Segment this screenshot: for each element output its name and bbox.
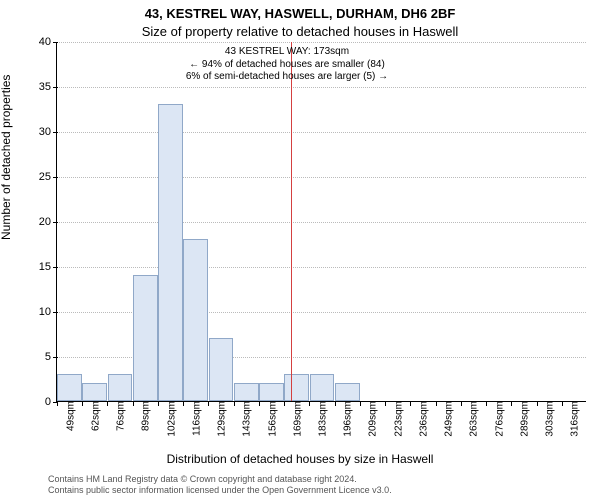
x-tick: 223sqm bbox=[391, 401, 404, 437]
y-tick: 15 bbox=[39, 261, 57, 273]
x-tick: 209sqm bbox=[366, 401, 379, 437]
property-size-chart: 43, KESTREL WAY, HASWELL, DURHAM, DH6 2B… bbox=[0, 0, 600, 500]
marker-annotation: 43 KESTREL WAY: 173sqm← 94% of detached … bbox=[157, 46, 417, 84]
histogram-bar bbox=[57, 374, 82, 401]
x-tick: 102sqm bbox=[164, 401, 177, 437]
footer-line-2: Contains public sector information licen… bbox=[48, 485, 392, 496]
chart-title-sub: Size of property relative to detached ho… bbox=[0, 24, 600, 39]
y-tick: 5 bbox=[45, 351, 57, 363]
chart-title-main: 43, KESTREL WAY, HASWELL, DURHAM, DH6 2B… bbox=[0, 6, 600, 21]
x-tick: 169sqm bbox=[290, 401, 303, 437]
x-tick: 143sqm bbox=[240, 401, 253, 437]
x-tick: 236sqm bbox=[416, 401, 429, 437]
histogram-bar bbox=[133, 275, 158, 401]
y-tick: 10 bbox=[39, 306, 57, 318]
histogram-bar bbox=[108, 374, 133, 401]
annot-line-3: 6% of semi-detached houses are larger (5… bbox=[157, 71, 417, 84]
x-tick: 156sqm bbox=[265, 401, 278, 437]
x-tick: 263sqm bbox=[467, 401, 480, 437]
x-tick: 62sqm bbox=[88, 401, 101, 431]
x-axis-label: Distribution of detached houses by size … bbox=[0, 452, 600, 466]
footer-line-1: Contains HM Land Registry data © Crown c… bbox=[48, 474, 392, 485]
x-tick: 183sqm bbox=[316, 401, 329, 437]
histogram-bar bbox=[183, 239, 208, 401]
y-tick: 40 bbox=[39, 36, 57, 48]
plot-area: 051015202530354049sqm62sqm76sqm89sqm102s… bbox=[56, 42, 586, 402]
x-tick: 249sqm bbox=[442, 401, 455, 437]
x-tick: 89sqm bbox=[139, 401, 152, 431]
histogram-bar bbox=[284, 374, 309, 401]
x-tick: 76sqm bbox=[114, 401, 127, 431]
x-tick: 49sqm bbox=[63, 401, 76, 431]
histogram-bar bbox=[158, 104, 183, 401]
x-tick: 316sqm bbox=[568, 401, 581, 437]
x-tick: 129sqm bbox=[215, 401, 228, 437]
histogram-bar bbox=[335, 383, 360, 401]
histogram-bar bbox=[234, 383, 259, 401]
footer-attribution: Contains HM Land Registry data © Crown c… bbox=[48, 474, 392, 496]
y-tick: 25 bbox=[39, 171, 57, 183]
x-tick: 196sqm bbox=[341, 401, 354, 437]
x-tick: 116sqm bbox=[189, 401, 202, 436]
x-tick: 289sqm bbox=[517, 401, 530, 437]
histogram-bar bbox=[310, 374, 335, 401]
y-tick: 20 bbox=[39, 216, 57, 228]
annot-line-2: ← 94% of detached houses are smaller (84… bbox=[157, 59, 417, 72]
marker-line bbox=[291, 42, 292, 401]
y-tick: 35 bbox=[39, 81, 57, 93]
histogram-bar bbox=[82, 383, 107, 401]
annot-line-1: 43 KESTREL WAY: 173sqm bbox=[157, 46, 417, 59]
histogram-bar bbox=[259, 383, 284, 401]
y-tick: 30 bbox=[39, 126, 57, 138]
y-axis-label: Number of detached properties bbox=[0, 75, 13, 240]
histogram-bar bbox=[209, 338, 234, 401]
y-tick: 0 bbox=[45, 396, 57, 408]
x-tick: 303sqm bbox=[543, 401, 556, 437]
x-tick: 276sqm bbox=[492, 401, 505, 437]
